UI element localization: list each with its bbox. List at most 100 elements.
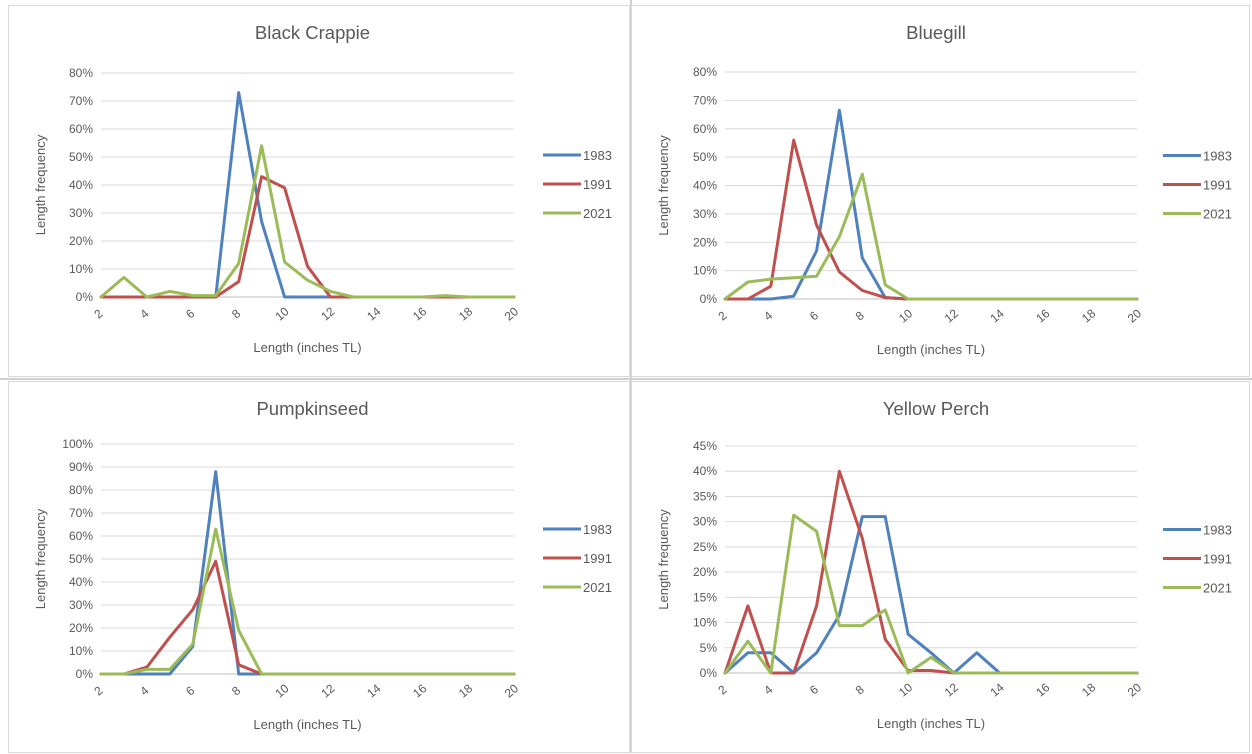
y-tick-label: 45% bbox=[693, 439, 717, 453]
x-tick-label: 10 bbox=[272, 304, 291, 324]
x-tick-label: 10 bbox=[272, 681, 291, 701]
y-tick-label: 10% bbox=[693, 264, 717, 278]
x-tick-label: 8 bbox=[229, 306, 243, 321]
y-tick-label: 20% bbox=[693, 565, 717, 579]
y-tick-label: 50% bbox=[693, 150, 717, 164]
y-tick-label: 40% bbox=[69, 575, 93, 589]
x-tick-label: 14 bbox=[364, 681, 383, 701]
x-tick-label: 20 bbox=[1125, 680, 1144, 700]
y-tick-label: 30% bbox=[693, 515, 717, 529]
y-tick-label: 30% bbox=[69, 598, 93, 612]
x-tick-label: 6 bbox=[807, 682, 821, 697]
chart-panel-bluegill: Bluegill 0% 10% 20% 30% 40% 50% 60% 70% 80% 2 4 6 8 10… bbox=[631, 5, 1250, 377]
series-line-1991 bbox=[99, 559, 516, 676]
y-axis-label: Length frequency bbox=[33, 134, 48, 235]
y-tick-label: 0% bbox=[700, 666, 718, 680]
legend-label-2021: 2021 bbox=[583, 580, 612, 595]
y-tick-label: 10% bbox=[69, 644, 93, 658]
x-tick-label: 4 bbox=[761, 682, 775, 697]
y-tick-label: 5% bbox=[700, 641, 718, 655]
x-tick-label: 12 bbox=[318, 681, 337, 701]
x-tick-label: 16 bbox=[1033, 306, 1052, 326]
x-tick-label: 14 bbox=[987, 680, 1006, 700]
x-tick-label: 2 bbox=[91, 306, 105, 321]
x-tick-label: 12 bbox=[942, 680, 961, 700]
x-tick-label: 6 bbox=[807, 308, 821, 323]
series-line-1991 bbox=[723, 138, 1139, 301]
y-axis-label: Length frequency bbox=[656, 509, 671, 610]
chart-title: Bluegill bbox=[906, 22, 966, 43]
panel-divider-horizontal bbox=[0, 378, 1252, 380]
y-tick-label: 50% bbox=[69, 552, 93, 566]
legend-label-1983: 1983 bbox=[1203, 523, 1232, 538]
chart-panel-pumpkinseed: Pumpkinseed 0% 10% 20% 30% 40% 50% 60% 70% 80% 90%… bbox=[8, 381, 630, 753]
y-tick-label: 100% bbox=[62, 437, 93, 451]
x-tick-label: 4 bbox=[137, 683, 151, 698]
y-tick-label: 15% bbox=[693, 590, 717, 604]
x-tick-label: 14 bbox=[987, 306, 1006, 326]
series-line-1983 bbox=[723, 515, 1139, 675]
legend-label-1983: 1983 bbox=[1203, 149, 1232, 164]
legend-label-2021: 2021 bbox=[1203, 207, 1232, 222]
x-tick-label: 18 bbox=[456, 304, 475, 324]
x-tick-label: 6 bbox=[183, 306, 197, 321]
y-tick-label: 60% bbox=[69, 122, 93, 136]
x-tick-label: 12 bbox=[942, 306, 961, 326]
chart-svg-yellow-perch: Yellow Perch 0% 5% 10% 15% 20% 25% 30% 35% 40% 45%… bbox=[656, 398, 1232, 731]
y-tick-label: 25% bbox=[693, 540, 717, 554]
series-line-1983 bbox=[99, 470, 516, 676]
y-axis-label: Length frequency bbox=[33, 508, 48, 609]
x-axis-label: Length (inches TL) bbox=[253, 717, 361, 732]
y-tick-label: 60% bbox=[693, 122, 717, 136]
x-tick-label: 12 bbox=[318, 304, 337, 324]
chart-title: Yellow Perch bbox=[883, 398, 989, 419]
x-tick-label: 18 bbox=[456, 681, 475, 701]
x-tick-label: 18 bbox=[1079, 306, 1098, 326]
y-tick-label: 10% bbox=[69, 262, 93, 276]
legend-label-2021: 2021 bbox=[583, 206, 612, 221]
y-tick-label: 80% bbox=[693, 65, 717, 79]
legend-label-2021: 2021 bbox=[1203, 581, 1232, 596]
y-tick-label: 50% bbox=[69, 150, 93, 164]
y-tick-label: 0% bbox=[76, 667, 94, 681]
y-tick-label: 20% bbox=[693, 235, 717, 249]
y-tick-label: 0% bbox=[76, 290, 94, 304]
chart-panel-yellow-perch: Yellow Perch 0% 5% 10% 15% 20% 25% 30% 35% 40% 45%… bbox=[631, 381, 1250, 753]
x-tick-label: 20 bbox=[1125, 306, 1144, 326]
y-axis-label: Length frequency bbox=[656, 135, 671, 236]
x-tick-label: 8 bbox=[229, 683, 243, 698]
series-line-2021 bbox=[99, 527, 516, 676]
x-tick-label: 20 bbox=[502, 681, 521, 701]
legend-label-1983: 1983 bbox=[583, 522, 612, 537]
y-tick-label: 60% bbox=[69, 529, 93, 543]
y-tick-label: 70% bbox=[69, 506, 93, 520]
y-tick-label: 10% bbox=[693, 616, 717, 630]
x-tick-label: 8 bbox=[853, 308, 867, 323]
y-tick-label: 70% bbox=[69, 94, 93, 108]
legend-label-1983: 1983 bbox=[583, 148, 612, 163]
y-tick-label: 35% bbox=[693, 489, 717, 503]
x-tick-label: 6 bbox=[183, 683, 197, 698]
x-axis-label: Length (inches TL) bbox=[877, 342, 985, 357]
x-tick-label: 2 bbox=[715, 308, 729, 323]
chart-title: Pumpkinseed bbox=[256, 398, 368, 419]
chart-svg-black-crappie: Black Crappie 0% 10% 20% 30% 40% 50% 60% 70% 80% 2… bbox=[33, 22, 612, 355]
y-tick-label: 30% bbox=[693, 207, 717, 221]
y-tick-label: 40% bbox=[693, 179, 717, 193]
series-line-2021 bbox=[723, 172, 1139, 301]
legend-label-1991: 1991 bbox=[583, 551, 612, 566]
x-tick-label: 10 bbox=[896, 680, 915, 700]
chart-title: Black Crappie bbox=[255, 22, 370, 43]
y-tick-label: 40% bbox=[69, 178, 93, 192]
series-line-2021 bbox=[99, 144, 516, 299]
x-tick-label: 4 bbox=[761, 308, 775, 323]
y-tick-label: 20% bbox=[69, 621, 93, 635]
y-tick-label: 80% bbox=[69, 66, 93, 80]
y-tick-label: 70% bbox=[693, 93, 717, 107]
y-tick-label: 20% bbox=[69, 234, 93, 248]
x-tick-label: 18 bbox=[1079, 680, 1098, 700]
x-tick-label: 16 bbox=[410, 681, 429, 701]
x-axis-label: Length (inches TL) bbox=[877, 716, 985, 731]
y-tick-label: 90% bbox=[69, 460, 93, 474]
x-axis-label: Length (inches TL) bbox=[253, 340, 361, 355]
